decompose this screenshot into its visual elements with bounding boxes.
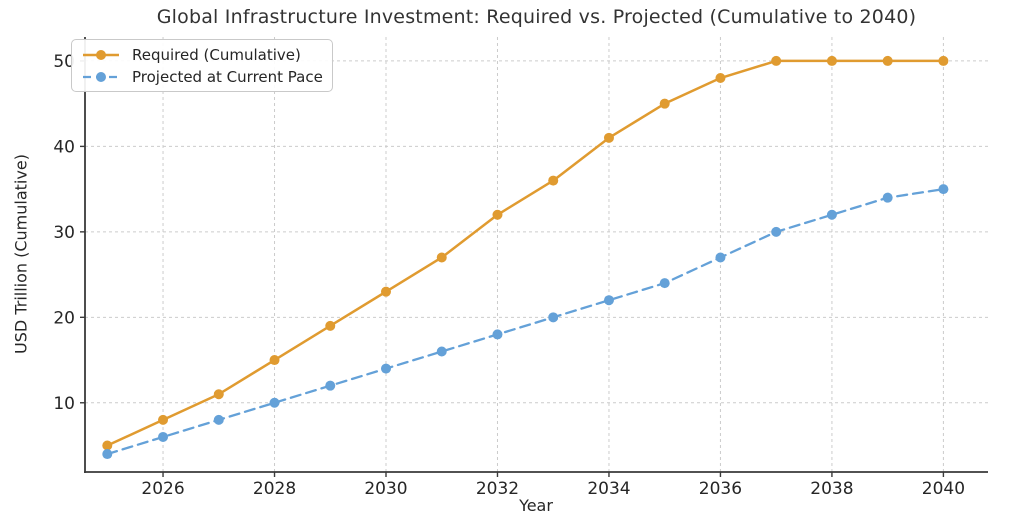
legend: Required (Cumulative) Projected at Curre… [71, 39, 333, 92]
legend-label-required: Required (Cumulative) [132, 45, 301, 64]
data-point [938, 184, 949, 195]
required-line-sample-icon [83, 49, 119, 60]
x-tick-label: 2038 [810, 479, 853, 499]
data-point [771, 55, 782, 66]
data-point [659, 278, 670, 289]
data-point [548, 312, 559, 323]
data-point [381, 363, 391, 374]
data-point [882, 55, 893, 66]
x-tick-label: 2036 [699, 479, 742, 499]
data-point [325, 380, 336, 391]
data-point [436, 346, 447, 357]
data-point [213, 389, 224, 400]
data-point [771, 226, 782, 237]
data-point [269, 355, 280, 366]
legend-item-projected: Projected at Current Pace [80, 67, 323, 86]
data-point [548, 175, 559, 186]
x-axis-label: Year [519, 496, 553, 515]
series-line-0 [106, 59, 945, 447]
projected-line-sample-icon [83, 71, 119, 82]
x-tick-label: 2034 [587, 479, 630, 499]
y-tick-label: 10 [53, 394, 75, 414]
y-axis-label: USD Trillion (Cumulative) [11, 154, 31, 354]
y-tick-label: 50 [53, 52, 75, 72]
data-point [882, 192, 893, 203]
legend-item-required: Required (Cumulative) [80, 45, 322, 64]
series-line-1 [106, 187, 945, 456]
data-point [158, 414, 169, 425]
x-tick-label: 2040 [922, 479, 965, 499]
data-point [269, 397, 280, 408]
data-point [715, 252, 726, 263]
y-tick-label: 20 [53, 308, 75, 328]
data-point [826, 209, 837, 220]
data-point [381, 286, 391, 297]
data-point [213, 414, 224, 425]
data-point [715, 73, 726, 84]
data-point [659, 98, 670, 109]
data-point [603, 132, 614, 143]
x-tick-label: 2028 [253, 479, 296, 499]
data-point [603, 295, 614, 306]
y-tick-label: 40 [53, 137, 75, 157]
data-point [492, 209, 503, 220]
data-point [102, 449, 113, 460]
x-tick-label: 2032 [476, 479, 519, 499]
legend-label-projected: Projected at Current Pace [132, 67, 323, 86]
y-tick-label: 30 [53, 223, 75, 243]
data-point [492, 329, 503, 340]
data-point [102, 440, 113, 451]
data-point [938, 55, 949, 66]
data-point [826, 55, 837, 66]
x-tick-label: 2026 [141, 479, 184, 499]
x-tick-label: 2030 [364, 479, 407, 499]
chart-title: Global Infrastructure Investment: Requir… [156, 6, 917, 28]
data-point [436, 252, 447, 263]
data-point [158, 431, 169, 442]
data-point [325, 320, 336, 331]
